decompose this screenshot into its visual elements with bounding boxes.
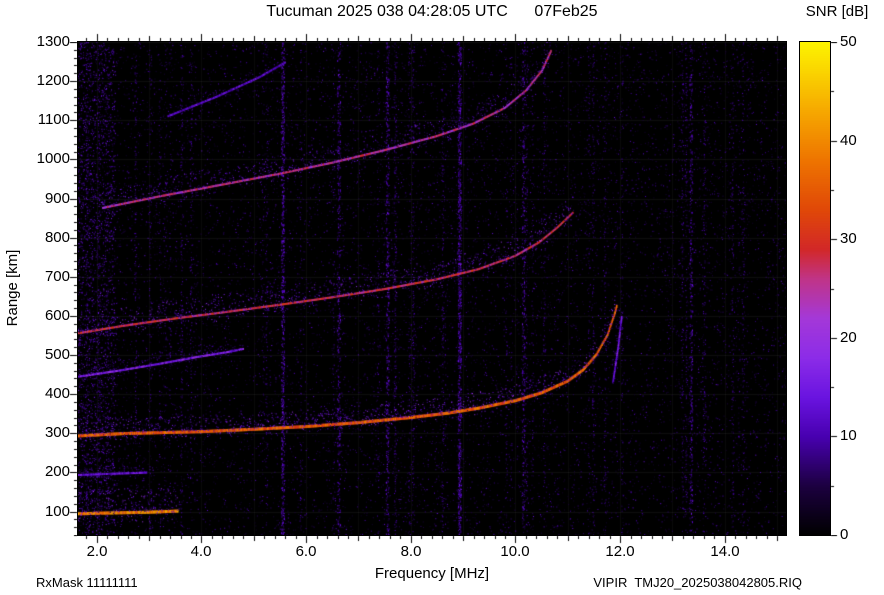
colorbar-canvas xyxy=(799,41,831,536)
y-axis-label: Range [km] xyxy=(4,249,21,327)
file-reference-label: VIPIR TMJ20_2025038042805.RIQ xyxy=(593,575,802,590)
colorbar-title: SNR [dB] xyxy=(805,3,869,20)
rxmask-label: RxMask 11111111 xyxy=(36,575,138,590)
plot-title: Tucuman 2025 038 04:28:05 UTC 07Feb25 xyxy=(266,3,598,20)
x-axis-label: Frequency [MHz] xyxy=(374,565,490,582)
ionogram-heatmap-canvas xyxy=(77,41,787,536)
